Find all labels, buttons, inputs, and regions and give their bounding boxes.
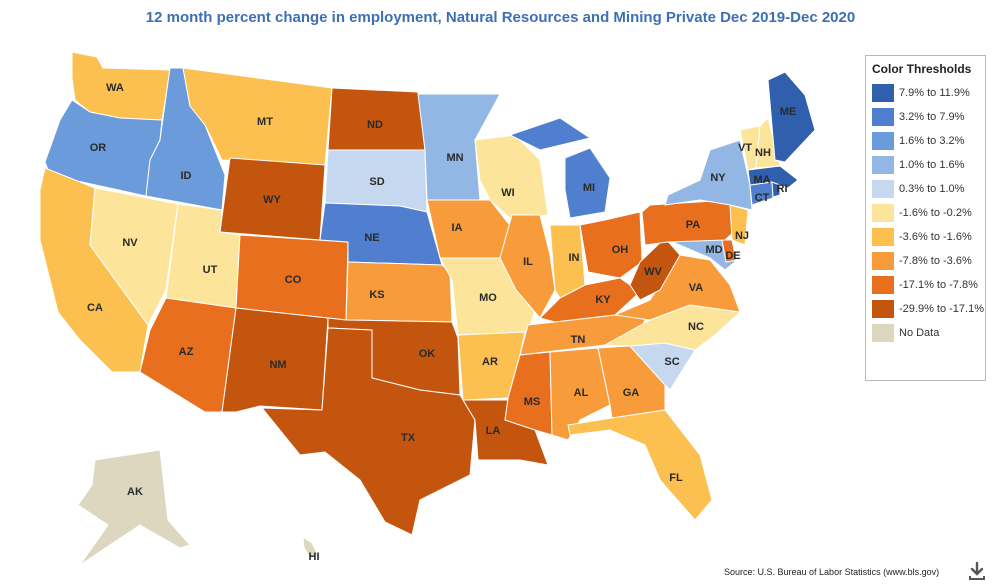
legend-label: 1.0% to 1.6% bbox=[899, 159, 965, 171]
legend-label: -1.6% to -0.2% bbox=[899, 207, 972, 219]
state-KS[interactable] bbox=[345, 261, 453, 323]
state-CO[interactable] bbox=[235, 234, 349, 321]
state-NV[interactable] bbox=[89, 187, 179, 326]
legend-item[interactable]: -1.6% to -0.2% bbox=[872, 201, 985, 225]
legend-label: -3.6% to -1.6% bbox=[899, 231, 972, 243]
legend-item[interactable]: -29.9% to -17.1% bbox=[872, 297, 985, 321]
legend-title: Color Thresholds bbox=[872, 62, 972, 76]
legend-swatch bbox=[872, 132, 894, 150]
legend-swatch bbox=[872, 180, 894, 198]
state-WY[interactable] bbox=[219, 157, 326, 241]
state-PA[interactable] bbox=[641, 199, 739, 246]
legend-swatch bbox=[872, 324, 894, 342]
legend-item[interactable]: 1.0% to 1.6% bbox=[872, 153, 985, 177]
state-HI[interactable] bbox=[302, 536, 319, 558]
legend-label: -29.9% to -17.1% bbox=[899, 303, 984, 315]
state-DE[interactable] bbox=[721, 239, 737, 263]
state-NM[interactable] bbox=[221, 307, 329, 413]
chart-title: 12 month percent change in employment, N… bbox=[145, 9, 856, 26]
state-MI[interactable] bbox=[509, 117, 611, 219]
state-NH[interactable] bbox=[755, 117, 781, 169]
legend-item[interactable]: No Data bbox=[872, 321, 985, 345]
legend-label: -17.1% to -7.8% bbox=[899, 279, 978, 291]
legend-swatch bbox=[872, 252, 894, 270]
state-ME[interactable] bbox=[767, 71, 816, 163]
legend-item[interactable]: 0.3% to 1.0% bbox=[872, 177, 985, 201]
state-NY[interactable] bbox=[664, 139, 753, 211]
legend-swatch bbox=[872, 276, 894, 294]
download-icon[interactable] bbox=[966, 560, 988, 582]
legend-label: -7.8% to -3.6% bbox=[899, 255, 972, 267]
legend-item[interactable]: -17.1% to -7.8% bbox=[872, 273, 985, 297]
state-FL[interactable] bbox=[567, 409, 713, 521]
state-SD[interactable] bbox=[324, 149, 428, 213]
legend-label: 7.9% to 11.9% bbox=[899, 87, 970, 99]
state-NJ[interactable] bbox=[729, 204, 749, 246]
legend-item[interactable]: 7.9% to 11.9% bbox=[872, 81, 985, 105]
legend-swatch bbox=[872, 156, 894, 174]
source-note: Source: U.S. Bureau of Labor Statistics … bbox=[724, 567, 940, 577]
legend-label: 0.3% to 1.0% bbox=[899, 183, 965, 195]
legend-label: No Data bbox=[899, 327, 940, 339]
state-ND[interactable] bbox=[327, 87, 426, 151]
legend-item[interactable]: 3.2% to 7.9% bbox=[872, 105, 985, 129]
state-OH[interactable] bbox=[579, 211, 643, 279]
state-IL[interactable] bbox=[499, 214, 556, 319]
state-AZ[interactable] bbox=[139, 297, 237, 413]
legend: Color Thresholds 7.9% to 11.9% 3.2% to 7.… bbox=[865, 55, 986, 381]
state-TX[interactable] bbox=[261, 327, 476, 536]
legend-label: 3.2% to 7.9% bbox=[899, 111, 965, 123]
legend-swatch bbox=[872, 108, 894, 126]
legend-item[interactable]: 1.6% to 3.2% bbox=[872, 129, 985, 153]
legend-rows: 7.9% to 11.9% 3.2% to 7.9% 1.6% to 3.2% 1.0… bbox=[872, 81, 985, 345]
legend-item[interactable]: -3.6% to -1.6% bbox=[872, 225, 985, 249]
legend-swatch bbox=[872, 204, 894, 222]
legend-item[interactable]: -7.8% to -3.6% bbox=[872, 249, 985, 273]
legend-swatch bbox=[872, 300, 894, 318]
legend-swatch bbox=[872, 84, 894, 102]
state-CT[interactable] bbox=[749, 181, 774, 206]
legend-swatch bbox=[872, 228, 894, 246]
state-AK[interactable] bbox=[77, 449, 191, 566]
state-IN[interactable] bbox=[549, 224, 586, 299]
legend-label: 1.6% to 3.2% bbox=[899, 135, 965, 147]
